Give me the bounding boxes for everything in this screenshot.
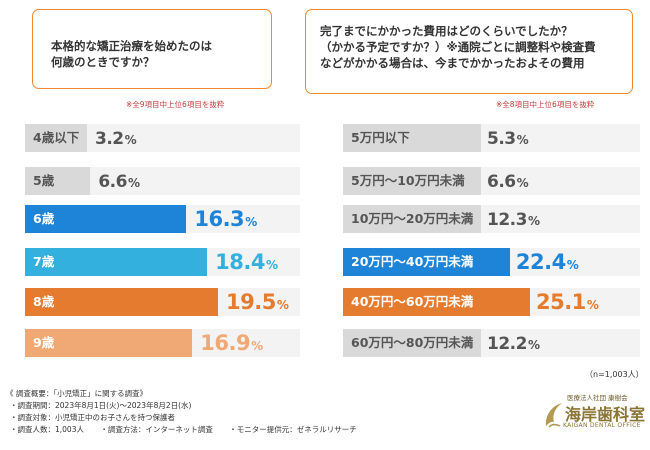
- cost-bar-label: 5万円～10万円未満: [351, 173, 465, 188]
- age-bar: [25, 248, 208, 276]
- survey-overview: 《 調査概要：「小児矯正」に関する調査》 ・調査期間：2023年8月1日(火)～…: [6, 388, 357, 436]
- cost-bar: [343, 205, 481, 233]
- survey-period: ・調査期間：2023年8月1日(火)～2023年8月2日(水): [10, 401, 192, 410]
- age-bar: [25, 205, 187, 233]
- cost-bar-value: 25.1%: [535, 290, 599, 315]
- cost-bar-label: 5万円以下: [351, 130, 410, 145]
- left-question-line-2: 何歳のときですか？: [51, 55, 155, 69]
- right-question-box: 完了までにかかった費用はどのくらいでしたか？ （かかる予定ですか？）※通院ごとに…: [305, 9, 633, 94]
- age-bar-value: 16.3%: [194, 207, 257, 232]
- age-bar-label: 4歳以下: [33, 130, 80, 145]
- right-question-line-2: （かかる予定ですか？）※通院ごとに調整料や検査費: [320, 40, 596, 54]
- cost-bar-value: 6.6%: [487, 171, 529, 192]
- survey-target: ・調査対象：小児矯正中のお子さんを持つ保護者: [10, 413, 175, 422]
- age-bar-value: 6.6%: [98, 171, 140, 192]
- left-question-box: 本格的な矯正治療を始めたのは 何歳のときですか？: [32, 9, 272, 89]
- cost-bar: [343, 124, 481, 152]
- cost-bar-value: 5.3%: [487, 128, 529, 149]
- survey-method: ・調査方法：インターネット調査: [100, 425, 213, 434]
- age-bar-label: 5歳: [33, 173, 55, 188]
- cost-bar-value: 22.4%: [515, 250, 579, 275]
- age-bar-label: 6歳: [33, 211, 55, 226]
- age-bar-value: 18.4%: [215, 250, 278, 275]
- right-question-line-3: などがかかる場合は、今までかかったおよその費用: [320, 56, 585, 70]
- age-bar: [25, 288, 219, 316]
- age-bar: [25, 124, 87, 152]
- age-bar: [25, 329, 193, 357]
- right-question-note: ※全8項目中上位6項目を抜粋: [496, 100, 595, 109]
- right-question-line-1: 完了までにかかった費用はどのくらいでしたか？: [320, 24, 573, 38]
- cost-bar-label: 10万円～20万円未満: [351, 211, 474, 226]
- age-bar: [25, 167, 91, 195]
- cost-bar: [343, 248, 510, 276]
- sample-size-label: （n=1,003人）: [585, 370, 644, 379]
- cost-bar-label: 20万円～40万円未満: [351, 254, 474, 269]
- cost-bar-value: 12.3%: [487, 209, 540, 230]
- age-bar-value: 19.5%: [226, 290, 289, 315]
- age-bar-value: 16.9%: [200, 331, 263, 356]
- logo-name: 海岸歯科室: [565, 405, 646, 424]
- cost-bar-value: 12.2%: [487, 333, 540, 354]
- logo-org: 医療法人社団 康樹会: [567, 394, 628, 402]
- left-question-note: ※全9項目中上位6項目を抜粋: [126, 100, 225, 109]
- age-bar-label: 9歳: [33, 335, 55, 350]
- age-bar-label: 7歳: [33, 254, 55, 269]
- age-bar-label: 8歳: [33, 294, 55, 309]
- wave-logo-icon: [545, 403, 562, 428]
- cost-bar-label: 40万円～60万円未満: [351, 294, 474, 309]
- survey-title: 《 調査概要：「小児矯正」に関する調査》: [6, 389, 148, 398]
- clinic-logo: 医療法人社団 康樹会 海岸歯科室 KAIGAN DENTAL OFFICE: [543, 392, 647, 446]
- cost-bar: [343, 288, 530, 316]
- survey-count: ・調査人数：1,003人: [10, 425, 84, 434]
- age-bar-value: 3.2%: [95, 128, 137, 149]
- left-question-line-1: 本格的な矯正治療を始めたのは: [51, 39, 212, 53]
- cost-bar-label: 60万円～80万円未満: [351, 335, 474, 350]
- cost-bar: [343, 167, 481, 195]
- cost-bar: [343, 329, 481, 357]
- logo-en: KAIGAN DENTAL OFFICE: [563, 422, 641, 429]
- survey-provider: ・モニター提供元：ゼネラルリサーチ: [229, 425, 357, 434]
